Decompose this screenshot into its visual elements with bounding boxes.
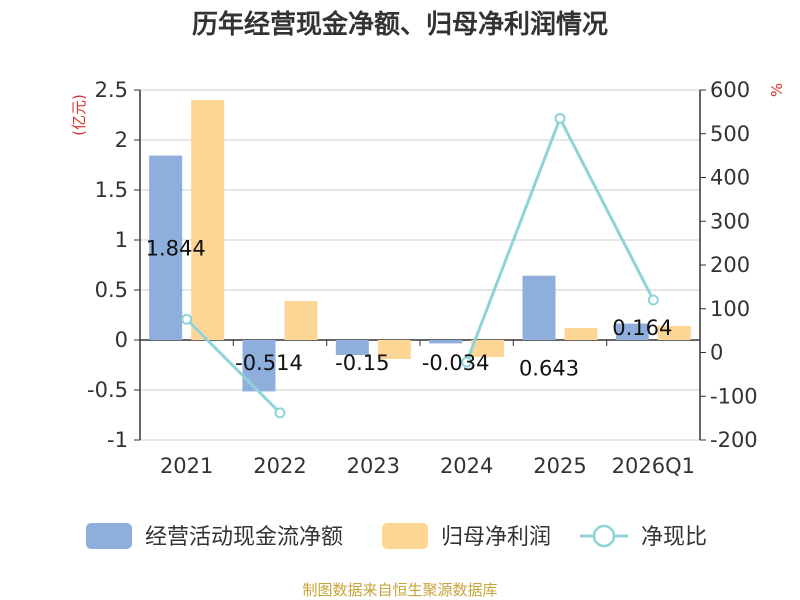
ratio-point bbox=[181, 313, 193, 325]
legend-label-ratio[interactable]: 净现比 bbox=[641, 525, 707, 550]
ratio-point bbox=[647, 294, 659, 306]
chart-title: 历年经营现金净额、归母净利润情况 bbox=[192, 9, 608, 40]
left-tick-label: 2 bbox=[115, 128, 128, 152]
right-tick-label: 100 bbox=[710, 297, 750, 321]
cashflow-data-label: -0.15 bbox=[335, 351, 389, 375]
cashflow-data-label: -0.514 bbox=[235, 351, 303, 375]
right-tick-label: 0 bbox=[710, 341, 723, 365]
legend-label-netprofit[interactable]: 归母净利润 bbox=[441, 525, 551, 550]
right-tick-label: 600 bbox=[710, 78, 750, 102]
bars bbox=[149, 100, 691, 392]
axes: 2.5 2 1.5 1 0.5 0 -0.5 -1 600 500 400 300 200 100 0 -10… bbox=[87, 78, 758, 478]
legend-swatch-netprofit[interactable] bbox=[382, 523, 428, 549]
legend-swatch-ratio-marker[interactable] bbox=[592, 524, 616, 548]
legend-swatch-cashflow[interactable] bbox=[86, 523, 132, 549]
right-tick-label: 400 bbox=[710, 166, 750, 190]
data-labels: 1.844 -0.514 -0.15 -0.034 0.643 0.164 bbox=[146, 237, 673, 381]
right-axis-unit: % bbox=[768, 83, 786, 97]
cashflow-data-label: 0.164 bbox=[612, 316, 672, 340]
left-tick-label: 0 bbox=[115, 328, 128, 352]
ratio-point bbox=[274, 407, 286, 419]
x-tick-label: 2022 bbox=[253, 454, 306, 478]
legend[interactable]: 经营活动现金流净额 归母净利润 净现比 bbox=[86, 523, 707, 550]
x-tick-label: 2025 bbox=[533, 454, 586, 478]
right-tick-label: -200 bbox=[710, 428, 758, 452]
cashflow-data-label: 1.844 bbox=[146, 237, 206, 261]
left-tick-label: 1.5 bbox=[95, 178, 128, 202]
netprofit-bar bbox=[564, 328, 598, 340]
left-axis-unit: (亿元) bbox=[70, 94, 88, 136]
netprofit-bar bbox=[191, 100, 225, 340]
right-tick-label: 300 bbox=[710, 209, 750, 233]
right-tick-label: 200 bbox=[710, 253, 750, 277]
netprofit-bar bbox=[284, 301, 318, 340]
ratio-point bbox=[461, 356, 473, 368]
left-tick-label: 1 bbox=[115, 228, 128, 252]
left-tick-label: -0.5 bbox=[87, 378, 128, 402]
cashflow-data-label: -0.034 bbox=[422, 351, 490, 375]
cashflow-bar bbox=[429, 340, 463, 344]
cashflow-bar bbox=[335, 340, 369, 355]
cashflow-bar bbox=[615, 323, 649, 340]
left-tick-label: 2.5 bbox=[95, 78, 128, 102]
left-tick-label: 0.5 bbox=[95, 278, 128, 302]
x-tick-label: 2023 bbox=[347, 454, 400, 478]
cashflow-bar bbox=[522, 275, 556, 340]
cashflow-bar bbox=[149, 155, 183, 340]
ratio-line bbox=[181, 112, 659, 419]
netprofit-bar bbox=[377, 340, 411, 359]
ratio-point bbox=[554, 112, 566, 124]
x-tick-label: 2026Q1 bbox=[612, 454, 695, 478]
cashflow-data-label: 0.643 bbox=[519, 357, 579, 381]
netprofit-bar bbox=[657, 326, 691, 340]
left-tick-label: -1 bbox=[107, 428, 128, 452]
ratio-line-segment bbox=[185, 318, 282, 414]
right-tick-label: 500 bbox=[710, 122, 750, 146]
right-tick-label: -100 bbox=[710, 384, 758, 408]
legend-label-cashflow[interactable]: 经营活动现金流净额 bbox=[145, 525, 343, 550]
x-tick-label: 2021 bbox=[160, 454, 213, 478]
netprofit-bar bbox=[471, 340, 505, 357]
x-tick-label: 2024 bbox=[440, 454, 493, 478]
source-note: 制图数据来自恒生聚源数据库 bbox=[302, 581, 497, 599]
